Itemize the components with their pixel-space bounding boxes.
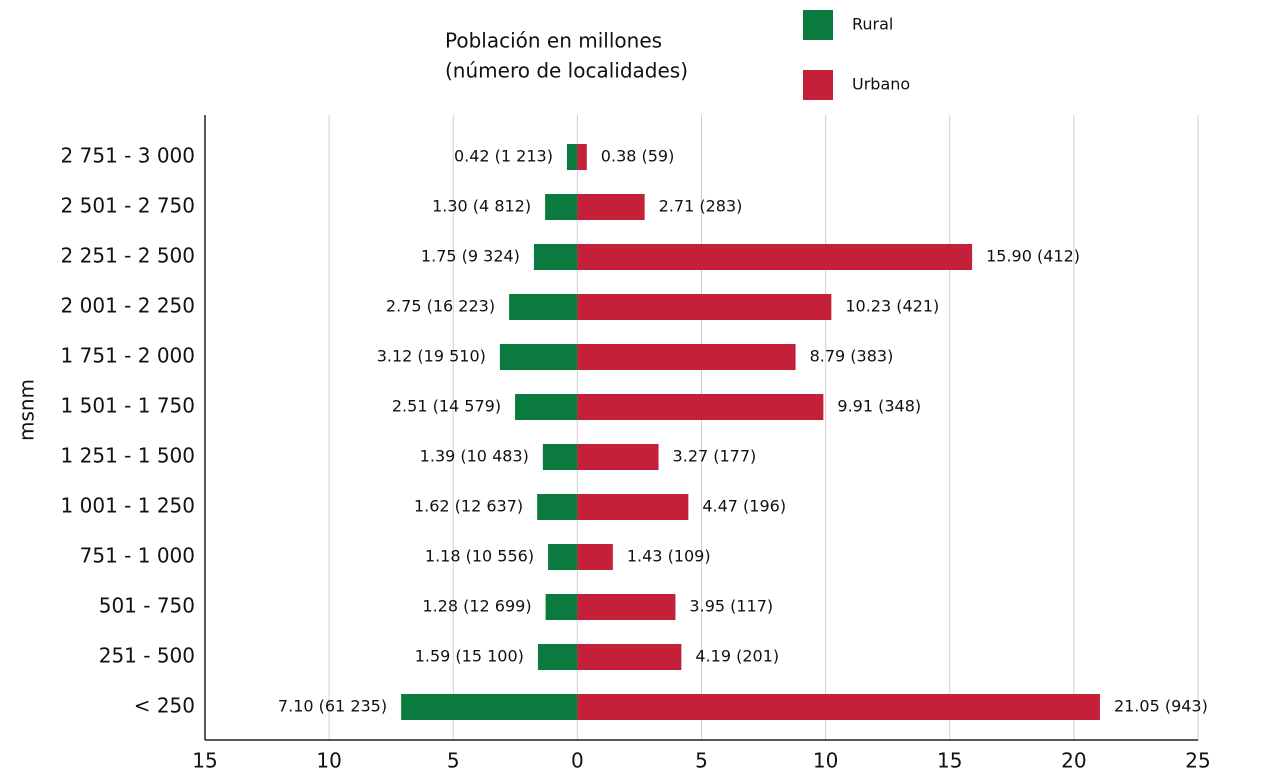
x-tick-label: 5: [695, 749, 708, 770]
data-label: 3.95 (117): [689, 597, 773, 616]
data-label: 0.42 (1 213): [454, 147, 553, 166]
bar: [577, 244, 973, 270]
data-label: 1.18 (10 556): [425, 547, 534, 566]
data-label: 1.59 (15 100): [415, 647, 524, 666]
data-label: 1.43 (109): [627, 547, 711, 566]
data-label: 2.51 (14 579): [392, 397, 501, 416]
y-tick-label: 2 751 - 3 000: [61, 144, 195, 168]
bar: [577, 194, 645, 220]
y-tick-label: 1 501 - 1 750: [61, 394, 195, 418]
bar: [577, 594, 676, 620]
data-label: 7.10 (61 235): [278, 697, 387, 716]
data-label: 1.30 (4 812): [432, 197, 531, 216]
y-tick-label: 1 001 - 1 250: [61, 494, 195, 518]
bar: [515, 394, 578, 420]
data-label: 1.75 (9 324): [421, 247, 520, 266]
bar: [537, 494, 578, 520]
data-label: 3.12 (19 510): [377, 347, 486, 366]
bar: [577, 444, 659, 470]
bar: [577, 144, 587, 170]
data-label: 8.79 (383): [810, 347, 894, 366]
legend-swatch: [803, 70, 833, 100]
data-label: 1.62 (12 637): [414, 497, 523, 516]
data-label: 4.47 (196): [702, 497, 786, 516]
bar: [577, 294, 832, 320]
data-label: 9.91 (348): [837, 397, 921, 416]
bar: [499, 344, 578, 370]
y-axis-title: msnm: [15, 379, 39, 441]
bar: [545, 194, 578, 220]
chart-subtitle: (número de localidades): [445, 59, 688, 83]
data-label: 0.38 (59): [601, 147, 675, 166]
y-tick-label: 2 501 - 2 750: [61, 194, 195, 218]
y-tick-label: 1 751 - 2 000: [61, 344, 195, 368]
x-tick-label: 10: [316, 749, 341, 770]
y-tick-label: 251 - 500: [99, 644, 195, 668]
x-tick-label: 0: [571, 749, 584, 770]
data-label: 4.19 (201): [695, 647, 779, 666]
bar: [548, 544, 578, 570]
bar: [545, 594, 578, 620]
y-tick-label: 751 - 1 000: [80, 544, 195, 568]
bar: [509, 294, 578, 320]
bar: [401, 694, 578, 720]
x-tick-label: 10: [813, 749, 838, 770]
data-label: 3.27 (177): [673, 447, 757, 466]
legend-swatch: [803, 10, 833, 40]
bar: [577, 344, 796, 370]
y-tick-label: 1 251 - 1 500: [61, 444, 195, 468]
x-tick-label: 20: [1061, 749, 1086, 770]
legend-label: Rural: [852, 15, 893, 34]
y-tick-label: < 250: [134, 694, 195, 718]
data-label: 2.75 (16 223): [386, 297, 495, 316]
bar: [542, 444, 578, 470]
data-label: 1.28 (12 699): [422, 597, 531, 616]
chart-title: Población en millones: [445, 29, 662, 53]
x-tick-label: 5: [447, 749, 460, 770]
x-tick-label: 15: [192, 749, 217, 770]
bar: [566, 144, 578, 170]
bar: [577, 694, 1100, 720]
x-tick-label: 25: [1185, 749, 1210, 770]
bar: [533, 244, 578, 270]
data-label: 10.23 (421): [845, 297, 939, 316]
bar: [577, 494, 689, 520]
y-tick-label: 2 001 - 2 250: [61, 294, 195, 318]
x-tick-label: 15: [937, 749, 962, 770]
data-label: 1.39 (10 483): [420, 447, 529, 466]
data-label: 21.05 (943): [1114, 697, 1208, 716]
y-tick-label: 2 251 - 2 500: [61, 244, 195, 268]
bar: [577, 644, 682, 670]
data-label: 2.71 (283): [659, 197, 743, 216]
bar: [577, 544, 613, 570]
bar: [537, 644, 578, 670]
bar: [577, 394, 824, 420]
data-label: 15.90 (412): [986, 247, 1080, 266]
legend-label: Urbano: [852, 75, 910, 94]
y-tick-label: 501 - 750: [99, 594, 195, 618]
